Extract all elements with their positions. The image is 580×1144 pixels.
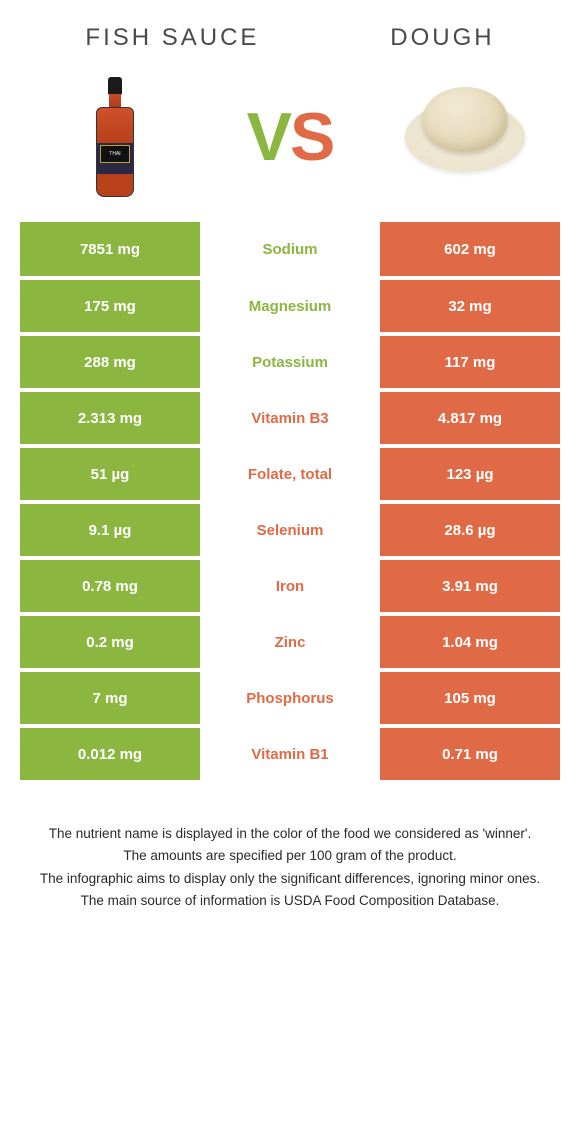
table-row: 0.78 mgIron3.91 mg (20, 558, 560, 614)
nutrient-comparison-table: 7851 mgSodium602 mg175 mgMagnesium32 mg2… (20, 222, 560, 784)
left-food-title: Fish sauce (85, 24, 259, 52)
left-value-cell: 7 mg (20, 670, 200, 726)
table-row: 0.012 mgVitamin B10.71 mg (20, 726, 560, 782)
left-value-cell: 51 µg (20, 446, 200, 502)
right-value-cell: 32 mg (380, 278, 560, 334)
nutrient-name-cell: Magnesium (200, 278, 380, 334)
left-value-cell: 2.313 mg (20, 390, 200, 446)
left-value-cell: 175 mg (20, 278, 200, 334)
bottle-icon: THAI (95, 77, 135, 197)
table-row: 9.1 µgSelenium28.6 µg (20, 502, 560, 558)
right-value-cell: 1.04 mg (380, 614, 560, 670)
nutrient-name-cell: Phosphorus (200, 670, 380, 726)
table-row: 288 mgPotassium117 mg (20, 334, 560, 390)
right-value-cell: 105 mg (380, 670, 560, 726)
left-value-cell: 7851 mg (20, 222, 200, 278)
nutrient-name-cell: Potassium (200, 334, 380, 390)
footer-line: The main source of information is USDA F… (30, 891, 550, 911)
nutrient-name-cell: Iron (200, 558, 380, 614)
table-row: 7851 mgSodium602 mg (20, 222, 560, 278)
right-food-title: Dough (390, 24, 494, 52)
nutrient-name-cell: Vitamin B1 (200, 726, 380, 782)
nutrient-name-cell: Selenium (200, 502, 380, 558)
table-row: 7 mgPhosphorus105 mg (20, 670, 560, 726)
images-row: THAI VS (0, 62, 580, 222)
right-value-cell: 123 µg (380, 446, 560, 502)
left-value-cell: 9.1 µg (20, 502, 200, 558)
vs-v-letter: V (247, 99, 290, 175)
dough-image (400, 72, 530, 202)
nutrient-name-cell: Folate, total (200, 446, 380, 502)
left-value-cell: 0.2 mg (20, 614, 200, 670)
left-value-cell: 288 mg (20, 334, 200, 390)
right-value-cell: 117 mg (380, 334, 560, 390)
table-row: 51 µgFolate, total123 µg (20, 446, 560, 502)
left-value-cell: 0.012 mg (20, 726, 200, 782)
footer-notes: The nutrient name is displayed in the co… (0, 824, 580, 911)
fish-sauce-image: THAI (50, 72, 180, 202)
table-row: 0.2 mgZinc1.04 mg (20, 614, 560, 670)
right-value-cell: 3.91 mg (380, 558, 560, 614)
table-row: 175 mgMagnesium32 mg (20, 278, 560, 334)
right-value-cell: 28.6 µg (380, 502, 560, 558)
left-value-cell: 0.78 mg (20, 558, 200, 614)
vs-label: VS (247, 98, 334, 176)
right-value-cell: 602 mg (380, 222, 560, 278)
header-row: Fish sauce Dough (0, 0, 580, 62)
table-row: 2.313 mgVitamin B34.817 mg (20, 390, 560, 446)
dough-icon (405, 102, 525, 172)
nutrient-name-cell: Vitamin B3 (200, 390, 380, 446)
footer-line: The amounts are specified per 100 gram o… (30, 846, 550, 866)
footer-line: The infographic aims to display only the… (30, 869, 550, 889)
nutrient-name-cell: Zinc (200, 614, 380, 670)
right-value-cell: 0.71 mg (380, 726, 560, 782)
nutrient-name-cell: Sodium (200, 222, 380, 278)
footer-line: The nutrient name is displayed in the co… (30, 824, 550, 844)
vs-s-letter: S (290, 99, 333, 175)
right-value-cell: 4.817 mg (380, 390, 560, 446)
